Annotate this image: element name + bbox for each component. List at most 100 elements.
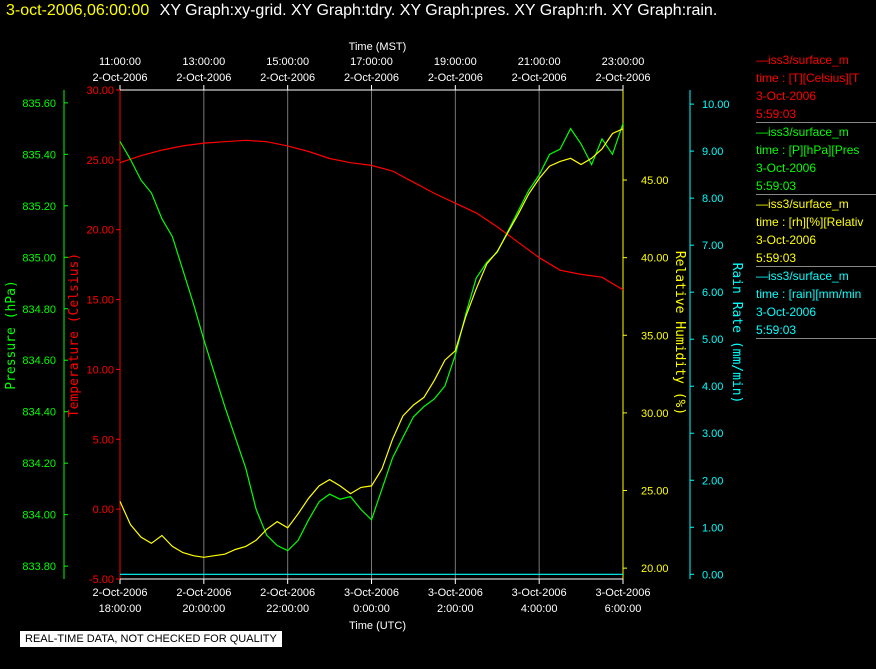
legend-entry-line2: time : [T][Celsius][T <box>756 71 860 85</box>
rain-tick-label: 2.00 <box>702 475 723 487</box>
temperature-tick-label: 10.00 <box>86 364 114 376</box>
bottom-tick-label: 0:00:00 <box>353 603 390 615</box>
legend-entry-line3: 3-Oct-2006 <box>756 161 817 175</box>
pressure-tick-label: 835.20 <box>22 201 56 213</box>
top-tick-label: 2-Oct-2006 <box>92 72 147 84</box>
bottom-tick-label: 3-Oct-2006 <box>428 587 483 599</box>
legend-entry-line2: time : [P][hPa][Pres <box>756 143 860 157</box>
header-graph-titles: XY Graph:xy-grid. XY Graph:tdry. XY Grap… <box>159 2 718 19</box>
rain-tick-label: 9.00 <box>702 146 723 158</box>
legend-entry-line4: 5:59:03 <box>756 323 797 337</box>
pressure-tick-label: 834.40 <box>22 407 56 419</box>
bottom-tick-label: 3-Oct-2006 <box>595 587 650 599</box>
rain-tick-label: 4.00 <box>702 381 723 393</box>
bottom-tick-label: 18:00:00 <box>99 603 142 615</box>
rain-tick-label: 8.00 <box>702 193 723 205</box>
pressure-tick-label: 834.80 <box>22 304 56 316</box>
temperature-axis-title: Temperature (Celsius) <box>67 253 82 417</box>
bottom-tick-label: 3-Oct-2006 <box>512 587 567 599</box>
rain-tick-label: 5.00 <box>702 334 723 346</box>
temperature-tick-label: 0.00 <box>93 504 114 516</box>
top-tick-label: 17:00:00 <box>350 56 393 68</box>
rain-tick-label: 1.00 <box>702 522 723 534</box>
pressure-tick-label: 834.60 <box>22 355 56 367</box>
pressure-tick-label: 833.80 <box>22 561 56 573</box>
temperature-tick-label: 5.00 <box>93 434 114 446</box>
legend-entry-line3: 3-Oct-2006 <box>756 305 817 319</box>
pressure-tick-label: 834.00 <box>22 510 56 522</box>
top-tick-label: 13:00:00 <box>182 56 225 68</box>
bottom-tick-label: 4:00:00 <box>521 603 558 615</box>
top-axis-title: Time (MST) <box>349 41 407 53</box>
temperature-tick-label: -5.00 <box>89 574 114 586</box>
legend-entry-line3: 3-Oct-2006 <box>756 89 817 103</box>
legend-entry-name: —iss3/surface_m <box>756 269 849 283</box>
header-timestamp: 3-oct-2006,06:00:00 <box>6 2 150 19</box>
top-tick-label: 2-Oct-2006 <box>344 72 399 84</box>
legend-entry-name: —iss3/surface_m <box>756 53 849 67</box>
rain-tick-label: 7.00 <box>702 240 723 252</box>
legend-entry-line3: 3-Oct-2006 <box>756 233 817 247</box>
top-tick-label: 2-Oct-2006 <box>260 72 315 84</box>
humidity-tick-label: 40.00 <box>641 253 669 265</box>
top-tick-label: 23:00:00 <box>602 56 645 68</box>
pressure-tick-label: 835.60 <box>22 98 56 110</box>
rain-tick-label: 6.00 <box>702 287 723 299</box>
humidity-tick-label: 30.00 <box>641 408 669 420</box>
humidity-tick-label: 20.00 <box>641 563 669 575</box>
pressure-tick-label: 835.00 <box>22 252 56 264</box>
temperature-tick-label: 15.00 <box>86 295 114 307</box>
legend-entry-line2: time : [rain][mm/min <box>756 287 862 301</box>
humidity-tick-label: 25.00 <box>641 486 669 498</box>
temperature-tick-label: 30.00 <box>86 85 114 97</box>
humidity-tick-label: 35.00 <box>641 330 669 342</box>
legend-divider <box>756 266 876 267</box>
top-tick-label: 2-Oct-2006 <box>595 72 650 84</box>
bottom-tick-label: 2:00:00 <box>437 603 474 615</box>
bottom-axis-title: Time (UTC) <box>349 620 406 632</box>
pressure-axis-title: Pressure (hPa) <box>4 280 19 390</box>
bottom-tick-label: 2-Oct-2006 <box>176 587 231 599</box>
relative-humidity-series-line <box>119 128 624 558</box>
bottom-tick-label: 20:00:00 <box>182 603 225 615</box>
humidity-axis-title: Relative Humidity (%) <box>672 251 687 415</box>
legend-entry-name: —iss3/surface_m <box>756 197 849 211</box>
legend-entry-line4: 5:59:03 <box>756 107 797 121</box>
bottom-tick-label: 6:00:00 <box>605 603 642 615</box>
bottom-tick-label: 2-Oct-2006 <box>92 587 147 599</box>
rain-tick-label: 3.00 <box>702 428 723 440</box>
top-tick-label: 2-Oct-2006 <box>176 72 231 84</box>
legend-divider <box>756 194 876 195</box>
legend-divider <box>756 338 876 339</box>
bottom-tick-label: 22:00:00 <box>266 603 309 615</box>
rain-axis-title: Rain Rate (mm/min) <box>729 263 744 404</box>
bottom-tick-label: 3-Oct-2006 <box>344 587 399 599</box>
bottom-tick-label: 2-Oct-2006 <box>260 587 315 599</box>
top-tick-label: 19:00:00 <box>434 56 477 68</box>
top-tick-label: 2-Oct-2006 <box>428 72 483 84</box>
legend-entry-line4: 5:59:03 <box>756 179 797 193</box>
legend-entry-name: —iss3/surface_m <box>756 125 849 139</box>
top-tick-label: 2-Oct-2006 <box>512 72 567 84</box>
legend-entry-line2: time : [rh][%][Relativ <box>756 215 864 229</box>
temperature-tick-label: 25.00 <box>86 155 114 167</box>
rain-tick-label: 10.00 <box>702 99 730 111</box>
humidity-tick-label: 45.00 <box>641 175 669 187</box>
legend-entry-line4: 5:59:03 <box>756 251 797 265</box>
top-tick-label: 11:00:00 <box>99 56 141 68</box>
pressure-tick-label: 834.20 <box>22 458 56 470</box>
quality-note: REAL-TIME DATA, NOT CHECKED FOR QUALITY <box>20 631 282 647</box>
top-tick-label: 21:00:00 <box>518 56 561 68</box>
top-tick-label: 15:00:00 <box>266 56 309 68</box>
legend-divider <box>756 122 876 123</box>
pressure-tick-label: 835.40 <box>22 149 56 161</box>
temperature-tick-label: 20.00 <box>86 225 114 237</box>
rain-tick-label: 0.00 <box>702 569 723 581</box>
header-bar: 3-oct-2006,06:00:00 XY Graph:xy-grid. XY… <box>6 2 717 20</box>
temperature-series-line <box>119 139 624 291</box>
